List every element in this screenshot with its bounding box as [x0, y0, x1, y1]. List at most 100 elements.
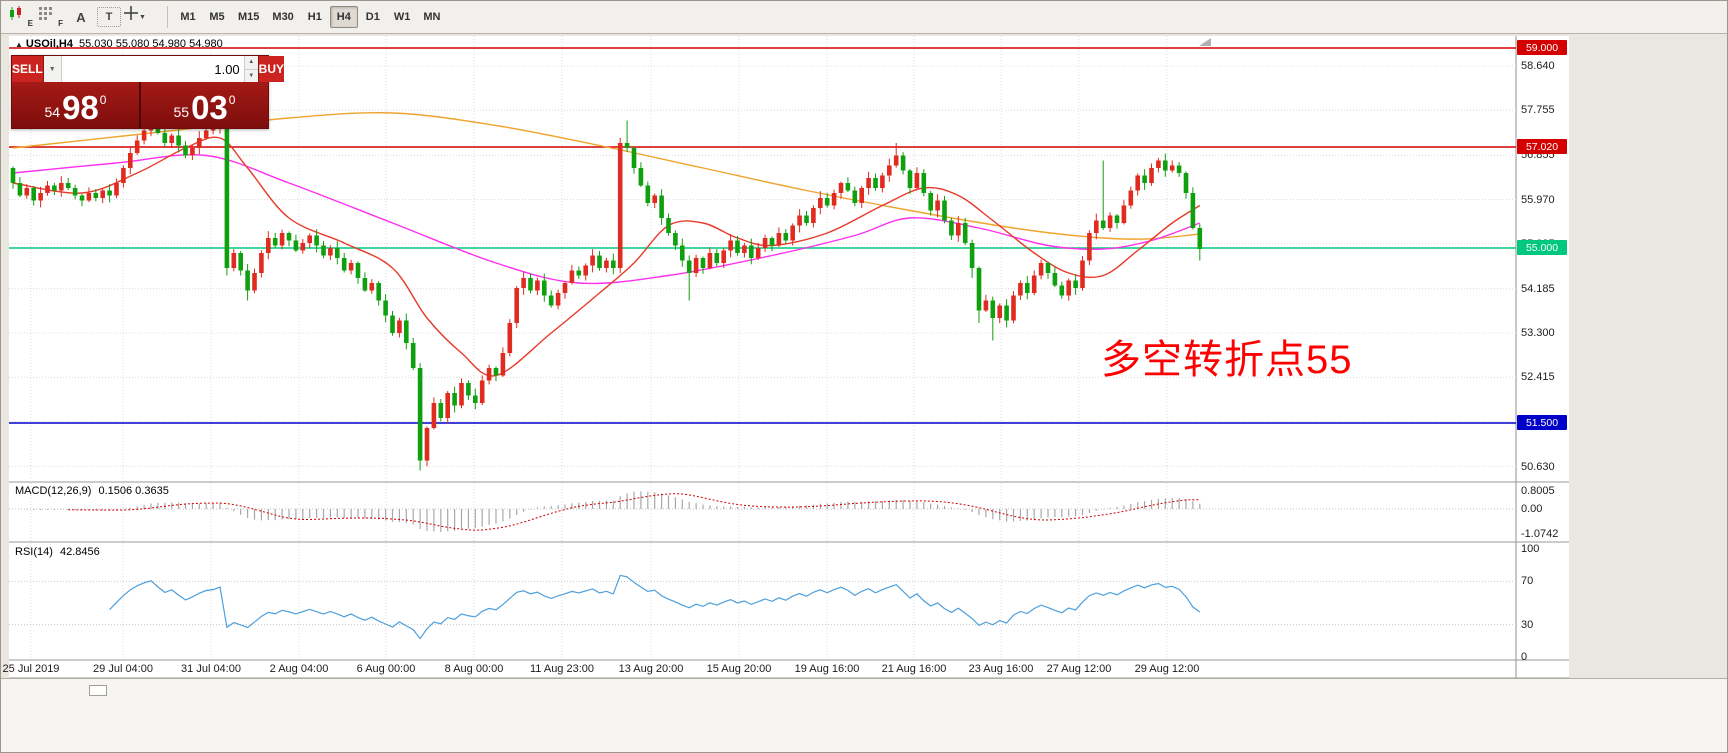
candle: [555, 293, 561, 306]
timeframe-button-m15[interactable]: M15: [238, 11, 260, 23]
candle: [390, 315, 395, 333]
candle: [907, 170, 913, 188]
candle: [293, 240, 299, 251]
candle: [266, 238, 271, 253]
candle: [286, 233, 292, 241]
candle: [797, 215, 802, 226]
candle: [404, 320, 409, 343]
candle: [1094, 220, 1099, 233]
candle: [203, 130, 209, 138]
candle: [1066, 280, 1071, 296]
candle: [728, 240, 733, 251]
candle: [576, 270, 582, 276]
candle: [224, 120, 230, 268]
candle: [500, 353, 506, 376]
timeframe-button-m30[interactable]: M30: [272, 11, 294, 23]
candle: [949, 220, 954, 236]
candle: [1149, 168, 1154, 183]
candle: [1031, 275, 1037, 293]
price-scale-label: 55.970: [1521, 193, 1555, 206]
candle: [10, 168, 16, 183]
icon-badge: E: [27, 19, 33, 28]
time-axis-label: 13 Aug 20:00: [618, 663, 684, 675]
candle: [1073, 280, 1078, 288]
candle: [762, 238, 768, 248]
candle: [528, 278, 533, 291]
candle: [1045, 263, 1051, 273]
candlestick-chart-icon[interactable]: E: [7, 5, 35, 29]
candle: [956, 223, 961, 236]
candle: [162, 133, 168, 143]
buy-price-big: 03: [191, 89, 228, 126]
letter-a-glyph: A: [76, 9, 86, 25]
candle: [873, 178, 878, 188]
candle: [410, 343, 416, 368]
volume-dropdown-icon[interactable]: ▼: [43, 56, 62, 82]
time-axis-label: 19 Aug 16:00: [794, 663, 860, 675]
sell-price-button[interactable]: 54 98 0: [12, 82, 141, 128]
price-badge-55.000: 55.000: [1517, 240, 1567, 255]
candle: [493, 368, 499, 376]
toolbar-separator: [167, 6, 168, 28]
candle: [838, 183, 844, 193]
buy-price-button[interactable]: 55 03 0: [141, 82, 268, 128]
candle: [880, 175, 885, 188]
candle: [314, 235, 319, 246]
sell-price-big: 98: [62, 89, 99, 126]
sell-button[interactable]: SELL: [12, 56, 43, 82]
timeframe-button-d1[interactable]: D1: [365, 11, 380, 23]
candle: [341, 258, 347, 271]
candle: [176, 135, 181, 146]
time-axis-label: 8 Aug 00:00: [444, 663, 504, 675]
timeframe-button-h1[interactable]: H1: [307, 11, 322, 23]
candle: [590, 255, 595, 266]
candle: [790, 225, 795, 241]
candle: [755, 248, 761, 258]
text-label-icon[interactable]: A: [67, 5, 95, 29]
candle: [169, 135, 174, 143]
candle: [1114, 215, 1120, 223]
price-scale-label: 54.185: [1521, 282, 1555, 295]
bottom-strip: [1, 678, 1727, 752]
candle: [307, 235, 312, 243]
candle: [659, 195, 664, 218]
candle: [824, 198, 830, 206]
grid-indicator-icon[interactable]: F: [37, 5, 65, 29]
volume-down-icon[interactable]: ▼: [244, 69, 258, 82]
volume-field-group: ▼ ▲ ▼: [42, 56, 259, 82]
candle: [121, 168, 126, 183]
rsi-indicator-label: RSI(14) 42.8456: [15, 546, 100, 558]
time-axis-label: 23 Aug 16:00: [968, 663, 1034, 675]
timeframe-button-mn[interactable]: MN: [423, 11, 441, 23]
candle: [604, 260, 609, 268]
buy-button[interactable]: BUY: [258, 56, 285, 82]
macd-scale-label: 0.8005: [1521, 484, 1555, 497]
crosshair-tool-icon[interactable]: ▼: [123, 5, 159, 29]
rsi-name: RSI(14): [15, 546, 53, 558]
ma-fast-red: [12, 136, 1201, 377]
time-axis-label: 2 Aug 04:00: [269, 663, 329, 675]
chart-shift-marker-icon[interactable]: [1199, 38, 1211, 46]
chart-title: ▲ USOil,H4 55.030 55.080 54.980 54.980: [15, 38, 223, 50]
candle: [597, 255, 602, 268]
candle: [1169, 165, 1175, 171]
timeframe-button-h4[interactable]: H4: [329, 6, 358, 28]
candle: [1018, 283, 1023, 296]
candle: [645, 185, 651, 203]
timeframe-button-w1[interactable]: W1: [393, 11, 411, 23]
volume-up-icon[interactable]: ▲: [244, 56, 258, 70]
candle: [983, 300, 989, 311]
volume-input[interactable]: [61, 56, 244, 82]
buy-price-sup: 0: [228, 93, 236, 107]
textbox-tool-icon[interactable]: T: [97, 7, 121, 27]
candle: [397, 320, 402, 333]
macd-scale-label: -1.0742: [1521, 527, 1559, 540]
timeframe-button-m1[interactable]: M1: [180, 11, 196, 23]
horizontal-scrollbar-thumb[interactable]: [89, 685, 107, 696]
candle: [1121, 205, 1127, 223]
price-scale-label: 57.755: [1521, 104, 1555, 117]
chart-canvas[interactable]: [1, 34, 1728, 753]
timeframe-button-m5[interactable]: M5: [209, 11, 225, 23]
price-scale-label: 58.640: [1521, 60, 1555, 72]
candle: [859, 188, 864, 203]
